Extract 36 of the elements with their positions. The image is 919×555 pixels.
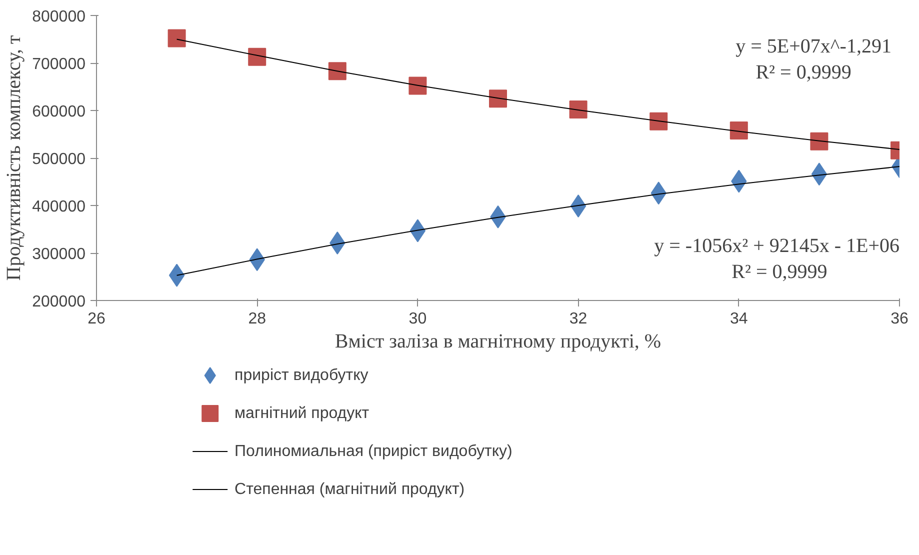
annotation: y = 5E+07x^-1,291 xyxy=(736,35,892,58)
point xyxy=(328,62,346,80)
point xyxy=(168,264,185,287)
legend-label: Степенная (магнітний продукт) xyxy=(234,481,465,498)
annotation: y = -1056x² + 92145x - 1E+06 xyxy=(654,234,900,257)
x-tick-label: 32 xyxy=(569,310,588,328)
x-tick-label: 30 xyxy=(408,310,427,328)
y-tick-label: 800000 xyxy=(32,8,86,26)
x-tick-label: 34 xyxy=(730,310,748,328)
x-tick-label: 36 xyxy=(890,310,908,328)
annotation: R² = 0,9999 xyxy=(756,62,852,84)
legend-label: Полиномиальная (приріст видобутку) xyxy=(234,443,512,460)
annotation: R² = 0,9999 xyxy=(732,261,828,283)
y-tick-label: 700000 xyxy=(32,56,86,73)
y-tick-label: 400000 xyxy=(32,198,86,216)
x-axis-title: Вміст заліза в магнітному продукті, % xyxy=(334,330,662,352)
point xyxy=(168,29,186,48)
point xyxy=(810,132,828,150)
point xyxy=(811,162,828,186)
point xyxy=(410,219,426,242)
legend-label: приріст видобутку xyxy=(234,367,368,384)
y-tick-label: 600000 xyxy=(32,104,86,120)
point xyxy=(569,100,588,119)
y-tick-label: 200000 xyxy=(32,294,86,310)
point xyxy=(489,90,507,108)
point xyxy=(650,112,668,130)
x-tick-label: 28 xyxy=(248,310,266,328)
y-axis-title: Продуктивність комплексу, т xyxy=(3,34,26,281)
point xyxy=(408,76,427,95)
y-tick-label: 300000 xyxy=(32,246,86,263)
point xyxy=(730,121,748,140)
point xyxy=(248,48,266,66)
x-tick-label: 26 xyxy=(88,310,106,328)
legend-label: магнітний продукт xyxy=(234,405,370,422)
point xyxy=(570,194,586,218)
y-tick-label: 500000 xyxy=(32,151,86,168)
